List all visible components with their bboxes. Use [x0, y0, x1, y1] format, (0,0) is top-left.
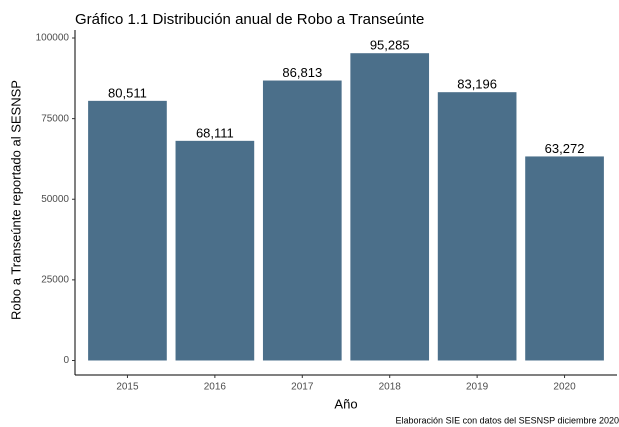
bar: [175, 140, 255, 361]
value-label: 95,285: [370, 38, 410, 53]
x-tick-label: 2016: [204, 382, 227, 393]
y-tick-label: 0: [63, 355, 69, 366]
y-axis-label: Robo a Transeúnte reportado al SESNSP: [8, 80, 23, 320]
x-tick-label: 2018: [379, 382, 402, 393]
y-tick-label: 100000: [36, 33, 70, 44]
x-tick-label: 2019: [466, 382, 489, 393]
bar: [262, 80, 342, 361]
bar: [525, 156, 604, 361]
x-tick-label: 2017: [291, 382, 314, 393]
y-tick-label: 25000: [41, 275, 69, 286]
y-tick-label: 75000: [41, 113, 69, 124]
value-label: 83,196: [457, 77, 497, 92]
value-label: 86,813: [282, 65, 322, 80]
bar: [437, 92, 517, 361]
value-label: 68,111: [196, 125, 234, 140]
caption: Elaboración SIE con datos del SESNSP dic…: [396, 415, 619, 425]
y-tick-label: 50000: [41, 194, 69, 205]
x-axis-label: Año: [334, 396, 357, 411]
bar: [350, 53, 430, 361]
chart-title: Gráfico 1.1 Distribución anual de Robo a…: [75, 11, 424, 28]
x-tick-label: 2015: [116, 382, 139, 393]
bar: [88, 100, 167, 361]
value-label: 80,511: [108, 85, 147, 100]
value-label: 63,272: [545, 141, 585, 156]
x-tick-label: 2020: [553, 382, 576, 393]
